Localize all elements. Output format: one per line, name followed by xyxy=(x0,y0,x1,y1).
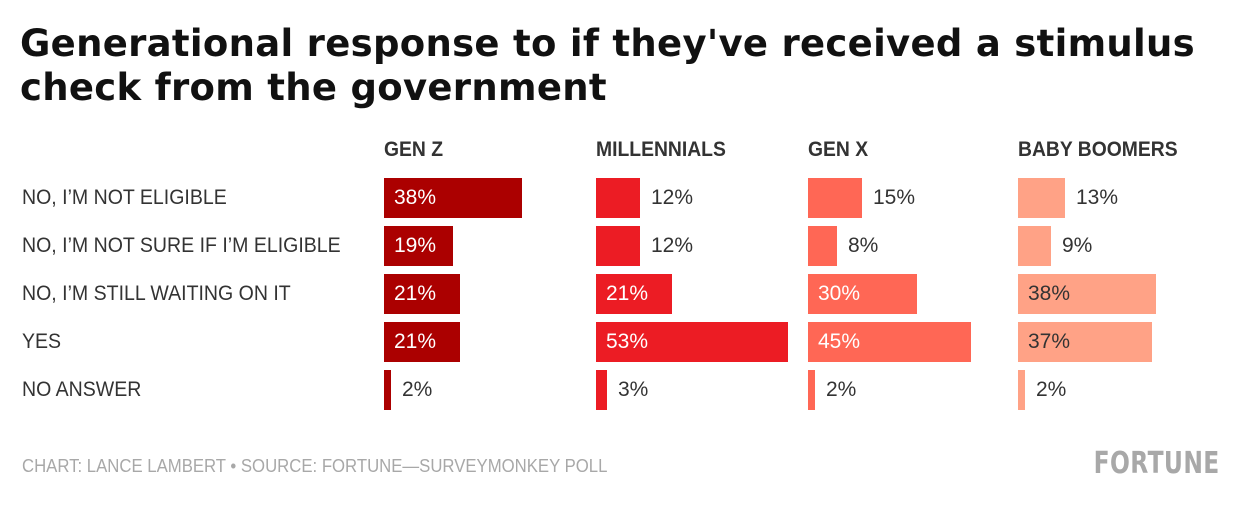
bar-gen-x-no-i-m-still-waiting-on-it xyxy=(808,274,917,314)
bar-gen-x-no-answer xyxy=(808,370,815,410)
data-label-millennials-no-i-m-not-sure-if-i-m-eligible: 12% xyxy=(651,234,694,257)
bar-gen-x-no-i-m-not-sure-if-i-m-eligible xyxy=(808,226,837,266)
bar-baby-boomers-no-i-m-not-sure-if-i-m-eligible xyxy=(1018,226,1051,266)
data-label-gen-x-no-i-m-not-sure-if-i-m-eligible: 8% xyxy=(848,234,879,257)
data-label-millennials-no-i-m-not-eligible: 12% xyxy=(651,186,694,209)
column-header-gen-x: GEN X xyxy=(808,138,869,161)
row-label-no-i-m-not-eligible: NO, I’M NOT ELIGIBLE xyxy=(22,186,227,209)
data-label-millennials-yes: 53% xyxy=(606,330,649,353)
bar-gen-z-no-answer xyxy=(384,370,391,410)
bar-millennials-no-answer xyxy=(596,370,607,410)
bar-baby-boomers-no-i-m-still-waiting-on-it xyxy=(1018,274,1156,314)
data-label-baby-boomers-no-i-m-not-eligible: 13% xyxy=(1076,186,1119,209)
data-label-gen-z-no-i-m-still-waiting-on-it: 21% xyxy=(394,282,437,305)
data-label-baby-boomers-no-i-m-still-waiting-on-it: 38% xyxy=(1028,282,1071,305)
bar-millennials-no-i-m-not-eligible xyxy=(596,178,640,218)
row-label-no-i-m-still-waiting-on-it: NO, I’M STILL WAITING ON IT xyxy=(22,282,291,305)
bar-millennials-no-i-m-not-sure-if-i-m-eligible xyxy=(596,226,640,266)
bar-millennials-no-i-m-still-waiting-on-it xyxy=(596,274,672,314)
bar-baby-boomers-yes xyxy=(1018,322,1152,362)
data-label-gen-z-no-i-m-not-eligible: 38% xyxy=(394,186,437,209)
data-label-baby-boomers-no-answer: 2% xyxy=(1036,378,1067,401)
bar-baby-boomers-no-i-m-not-eligible xyxy=(1018,178,1065,218)
bar-gen-x-no-i-m-not-eligible xyxy=(808,178,862,218)
column-header-baby-boomers: BABY BOOMERS xyxy=(1018,138,1178,161)
chart-title: Generational response to if they've rece… xyxy=(20,22,1196,109)
data-label-millennials-no-answer: 3% xyxy=(618,378,649,401)
bar-baby-boomers-no-answer xyxy=(1018,370,1025,410)
data-label-gen-z-yes: 21% xyxy=(394,330,437,353)
data-label-gen-x-yes: 45% xyxy=(818,330,861,353)
row-label-no-answer: NO ANSWER xyxy=(22,378,142,401)
bar-gen-z-yes xyxy=(384,322,460,362)
data-label-gen-z-no-i-m-not-sure-if-i-m-eligible: 19% xyxy=(394,234,437,257)
bar-gen-z-no-i-m-not-sure-if-i-m-eligible xyxy=(384,226,453,266)
data-label-baby-boomers-no-i-m-not-sure-if-i-m-eligible: 9% xyxy=(1062,234,1093,257)
chart-credit: CHART: LANCE LAMBERT • SOURCE: FORTUNE—S… xyxy=(22,456,608,476)
data-label-gen-z-no-answer: 2% xyxy=(402,378,433,401)
column-header-gen-z: GEN Z xyxy=(384,138,444,161)
row-label-no-i-m-not-sure-if-i-m-eligible: NO, I’M NOT SURE IF I’M ELIGIBLE xyxy=(22,234,341,257)
data-label-gen-x-no-i-m-not-eligible: 15% xyxy=(873,186,916,209)
column-header-millennials: MILLENNIALS xyxy=(596,138,726,161)
bar-gen-x-yes xyxy=(808,322,971,362)
row-label-yes: YES xyxy=(22,330,62,353)
data-label-baby-boomers-yes: 37% xyxy=(1028,330,1071,353)
bar-gen-z-no-i-m-not-eligible xyxy=(384,178,522,218)
data-label-gen-x-no-answer: 2% xyxy=(826,378,857,401)
data-label-gen-x-no-i-m-still-waiting-on-it: 30% xyxy=(818,282,861,305)
data-label-millennials-no-i-m-still-waiting-on-it: 21% xyxy=(606,282,649,305)
bar-gen-z-no-i-m-still-waiting-on-it xyxy=(384,274,460,314)
bar-millennials-yes xyxy=(596,322,788,362)
fortune-logo: FORTUNE xyxy=(1093,446,1220,481)
